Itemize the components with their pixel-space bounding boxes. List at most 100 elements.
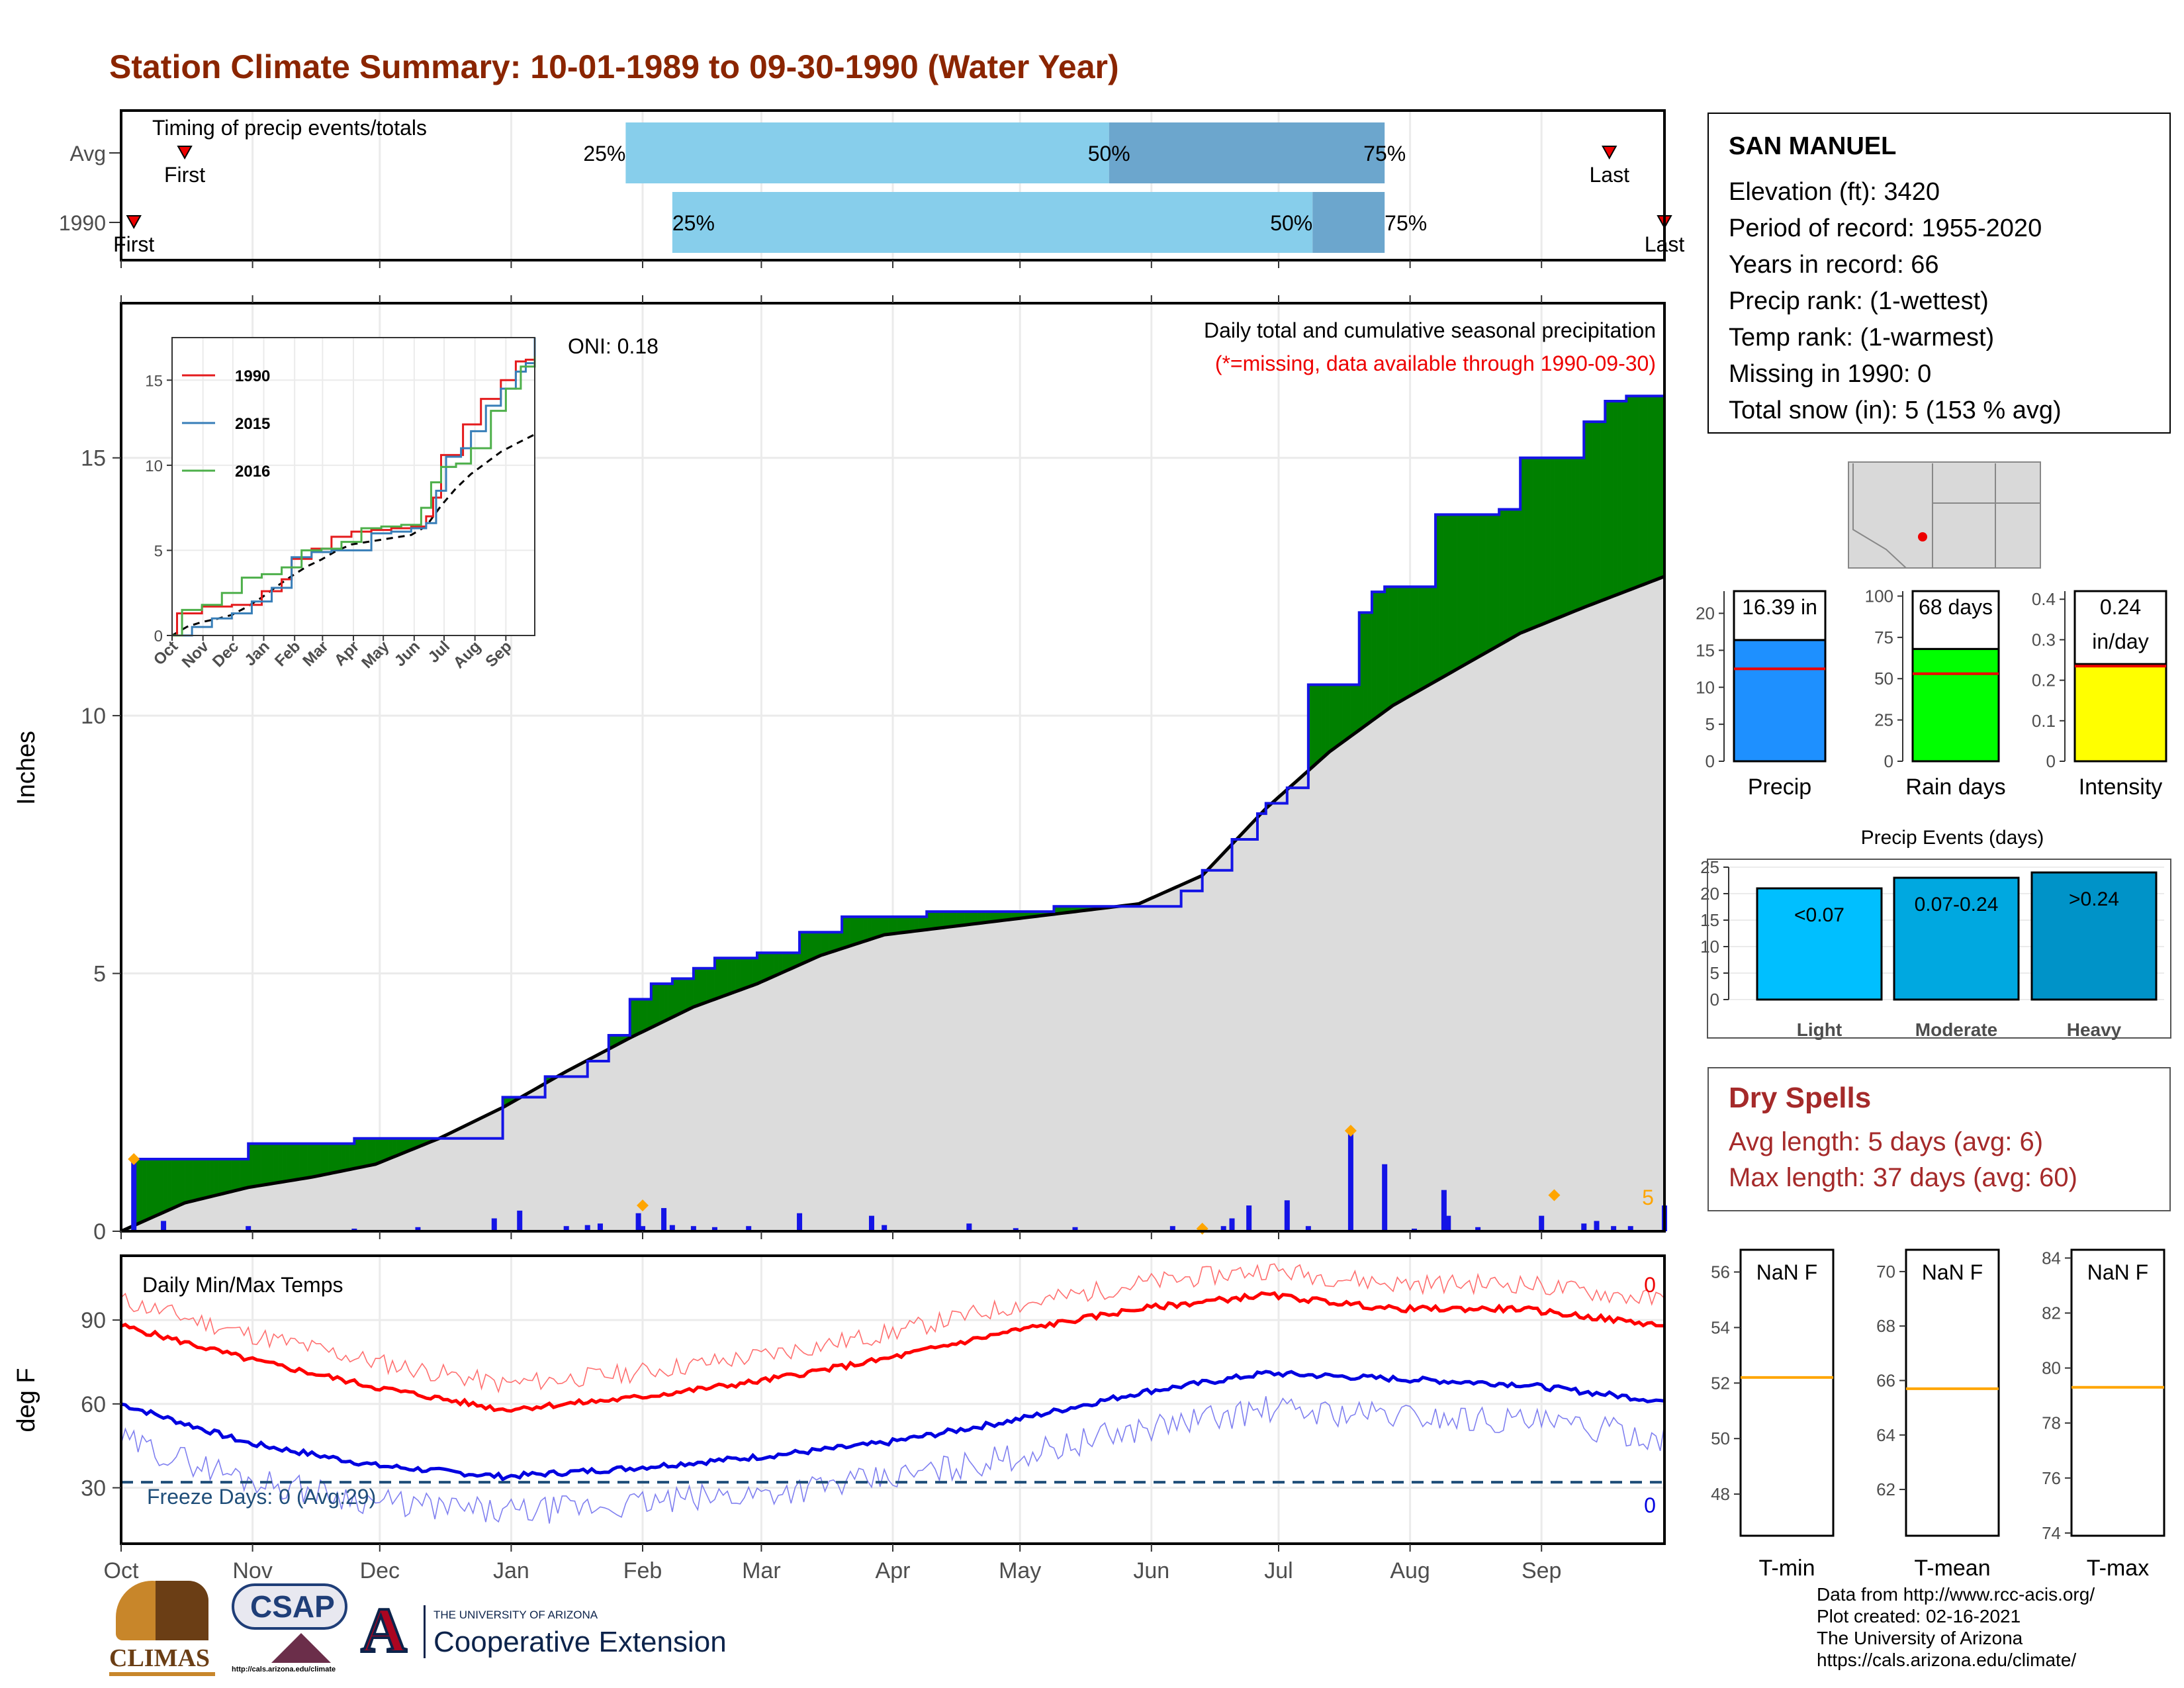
anomaly-fill bbox=[638, 999, 643, 1035]
events-title: Precip Events (days) bbox=[1861, 827, 2044, 849]
anomaly-fill bbox=[901, 916, 906, 933]
anomaly-fill bbox=[197, 1158, 202, 1200]
anomaly-fill bbox=[862, 916, 868, 942]
mini-y-tick-label: 0.3 bbox=[2032, 630, 2056, 649]
anomaly-fill bbox=[1605, 400, 1610, 600]
anomaly-fill bbox=[668, 983, 673, 1020]
anomaly-fill bbox=[1626, 395, 1631, 592]
anomaly-fill bbox=[1651, 395, 1657, 582]
temperature-panel: Daily Min/Max Temps Freeze Days: 0 (Avg:2… bbox=[13, 1254, 1666, 1583]
daily-tmin-line bbox=[120, 1396, 1665, 1524]
daily-precip-bar bbox=[1581, 1223, 1587, 1231]
anomaly-fill bbox=[265, 1143, 270, 1185]
events-category-label: Heavy bbox=[2067, 1019, 2122, 1040]
events-y-tick-label: 25 bbox=[1700, 857, 1719, 877]
average-cumulative-line bbox=[120, 575, 1665, 1233]
station-info-box: SAN MANUEL Elevation (ft): 3420 Period o… bbox=[1707, 113, 2171, 434]
climatology-fill bbox=[121, 576, 1664, 1231]
mini-label-box bbox=[1911, 590, 2000, 650]
daily-precip-bar bbox=[1611, 1226, 1617, 1231]
anomaly-fill bbox=[689, 978, 694, 1009]
anomaly-fill bbox=[1545, 457, 1551, 624]
event-diamond-marker bbox=[128, 1152, 140, 1165]
anomaly-fill bbox=[273, 1143, 279, 1184]
anomaly-fill bbox=[184, 1158, 189, 1203]
anomaly-fill bbox=[167, 1158, 173, 1211]
max-count-label: 0 bbox=[1644, 1273, 1656, 1297]
month-label: May bbox=[999, 1558, 1041, 1583]
anomaly-fill bbox=[256, 1143, 261, 1187]
anomaly-fill bbox=[214, 1158, 219, 1196]
events-bar bbox=[1756, 887, 1883, 1001]
first-event-marker bbox=[177, 146, 193, 160]
timing-label-75: 75% bbox=[1385, 211, 1427, 235]
anomaly-fill bbox=[1498, 509, 1504, 646]
anomaly-fill bbox=[816, 931, 821, 958]
station-line: Elevation (ft): 3420 bbox=[1729, 178, 1940, 206]
climas-subtitle bbox=[109, 1672, 215, 1676]
inset-series-line-1990 bbox=[172, 356, 536, 637]
anomaly-fill bbox=[1567, 457, 1572, 615]
mini-value-bar bbox=[2073, 663, 2167, 763]
mini-y-tick-label: 100 bbox=[1865, 586, 1893, 606]
timing-label-50: 50% bbox=[1270, 211, 1312, 235]
anomaly-fill bbox=[379, 1138, 385, 1163]
anomaly-fill bbox=[1448, 514, 1453, 675]
inset-y-tick-label: 0 bbox=[154, 628, 163, 645]
anomaly-fill bbox=[163, 1158, 168, 1213]
anomaly-fill bbox=[1643, 395, 1648, 585]
temp-y-axis-label: deg F bbox=[13, 1368, 40, 1432]
temp-rank-tick-label: 56 bbox=[1711, 1262, 1730, 1282]
anomaly-fill bbox=[1316, 684, 1322, 764]
anomaly-fill bbox=[765, 953, 770, 980]
station-line: Period of record: 1955-2020 bbox=[1729, 214, 2042, 242]
station-line: Precip rank: (1-wettest) bbox=[1729, 287, 1989, 315]
anomaly-fill bbox=[1528, 457, 1533, 630]
month-label: Jun bbox=[1133, 1558, 1169, 1583]
anomaly-fill bbox=[1443, 514, 1449, 677]
daily-precip-bar bbox=[635, 1213, 641, 1231]
mini-value-bar bbox=[1911, 647, 2000, 763]
mini-x-label: Intensity bbox=[2079, 774, 2163, 800]
ua-logo: A THE UNIVERSITY OF ARIZONA Cooperative … bbox=[357, 1597, 754, 1668]
anomaly-fill bbox=[1367, 612, 1373, 725]
anomaly-fill bbox=[1596, 421, 1602, 603]
anomaly-fill bbox=[1524, 457, 1529, 632]
anomaly-fill bbox=[1431, 586, 1436, 684]
average-tmax-line bbox=[120, 1291, 1664, 1413]
precip-y-tick-label: 15 bbox=[81, 446, 106, 471]
anomaly-fill bbox=[312, 1143, 316, 1178]
temp-rank-box bbox=[2070, 1248, 2165, 1537]
last-event-marker bbox=[1602, 146, 1617, 160]
anomaly-fill bbox=[205, 1158, 210, 1198]
temp-rank-box bbox=[1905, 1248, 2000, 1537]
mini-x-label: Precip bbox=[1748, 774, 1811, 800]
events-y-tick-label: 10 bbox=[1700, 937, 1719, 957]
daily-precip-bar bbox=[1013, 1228, 1019, 1231]
daily-precip-bar bbox=[868, 1215, 874, 1231]
inset-legend-label: 1990 bbox=[235, 367, 270, 385]
anomaly-fill bbox=[1452, 514, 1457, 673]
anomaly-fill bbox=[316, 1143, 321, 1177]
daily-tmax-line bbox=[120, 1263, 1665, 1393]
last-event-label: Last bbox=[1589, 163, 1629, 187]
daily-precip-bar bbox=[746, 1226, 752, 1231]
anomaly-fill bbox=[226, 1158, 232, 1193]
daily-precip-bar bbox=[415, 1227, 421, 1231]
events-category-label: Moderate bbox=[1915, 1019, 1997, 1040]
anomaly-fill bbox=[663, 983, 668, 1022]
anomaly-fill bbox=[146, 1158, 152, 1221]
anomaly-fill bbox=[858, 916, 864, 943]
anomaly-fill bbox=[1410, 586, 1415, 696]
anomaly-fill bbox=[1562, 457, 1567, 616]
anomaly-fill bbox=[913, 916, 919, 931]
daily-precip-bar bbox=[882, 1225, 887, 1231]
temp-rank-tick-label: 50 bbox=[1711, 1429, 1730, 1448]
anomaly-fill bbox=[943, 911, 948, 928]
csap-mountain-icon bbox=[271, 1633, 331, 1663]
anomaly-fill bbox=[371, 1138, 376, 1166]
inset-legend-label: 2016 bbox=[235, 463, 270, 481]
anomaly-fill bbox=[1503, 509, 1508, 643]
anomaly-fill bbox=[934, 911, 940, 929]
anomaly-fill bbox=[702, 968, 707, 1004]
